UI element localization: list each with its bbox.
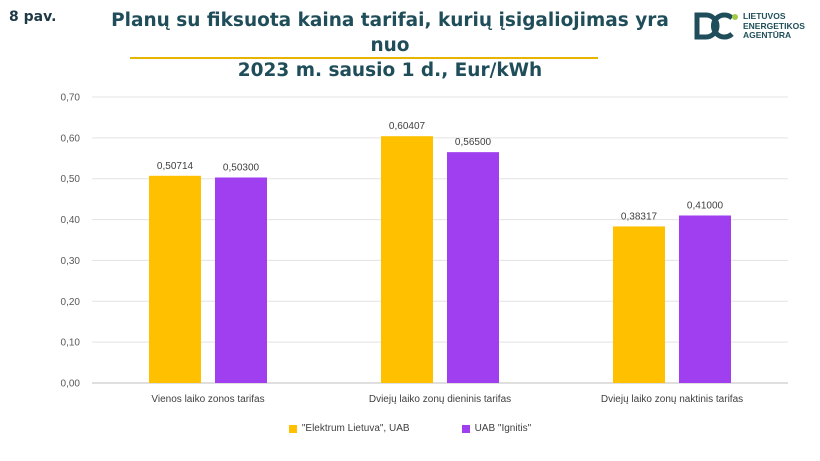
y-tick-label: 0,50 (61, 174, 81, 185)
x-tick-label: Dviejų laiko zonų dieninis tarifas (369, 394, 511, 405)
dc-logo-mark-icon (694, 12, 738, 40)
bar (613, 226, 665, 383)
legend-swatch-series-2 (461, 424, 470, 433)
y-tick-label: 0,30 (61, 256, 81, 267)
data-label: 0,56500 (455, 137, 492, 148)
chart-title-line-1: Planų su fiksuota kaina tarifai, kurių į… (111, 10, 669, 56)
data-label: 0,50300 (223, 162, 260, 173)
y-tick-label: 0,10 (61, 338, 81, 349)
figure-label: 8 pav. (9, 9, 57, 25)
bar (381, 136, 433, 383)
chart-title: Planų su fiksuota kaina tarifai, kurių į… (95, 8, 685, 83)
data-label: 0,38317 (621, 211, 658, 222)
chart-title-line-2: 2023 m. sausio 1 d., Eur/kWh (237, 60, 543, 81)
logo-line-2: ENERGETIKOS (743, 20, 805, 31)
legend-item-series-2: UAB "Ignitis" (461, 423, 532, 434)
logo-text: LIETUVOS ENERGETIKOS AGENTŪRA (743, 11, 815, 41)
logo-line-1: LIETUVOS (743, 11, 786, 21)
y-tick-label: 0,70 (61, 93, 81, 104)
chart-legend: "Elektrum Lietuva", UAB UAB "Ignitis" (0, 423, 820, 434)
y-tick-label: 0,20 (61, 297, 81, 308)
legend-item-series-1: "Elektrum Lietuva", UAB (288, 423, 410, 434)
x-tick-label: Dviejų laiko zonų naktinis tarifas (601, 394, 743, 405)
bar (149, 175, 201, 383)
bar (447, 152, 499, 383)
x-tick-label: Vienos laiko zonos tarifas (151, 394, 264, 405)
bar (215, 177, 267, 383)
data-label: 0,50714 (157, 161, 194, 172)
data-label: 0,60407 (389, 121, 426, 132)
data-label: 0,41000 (687, 200, 724, 211)
y-tick-label: 0,60 (61, 133, 81, 144)
y-tick-label: 0,00 (61, 379, 81, 390)
legend-label-series-1: "Elektrum Lietuva", UAB (301, 423, 410, 434)
legend-swatch-series-1 (288, 424, 297, 433)
title-underline (130, 57, 598, 59)
y-tick-label: 0,40 (61, 215, 81, 226)
legend-label-series-2: UAB "Ignitis" (474, 423, 532, 434)
bar (679, 215, 731, 383)
logo-line-3: AGENTŪRA (743, 30, 792, 40)
